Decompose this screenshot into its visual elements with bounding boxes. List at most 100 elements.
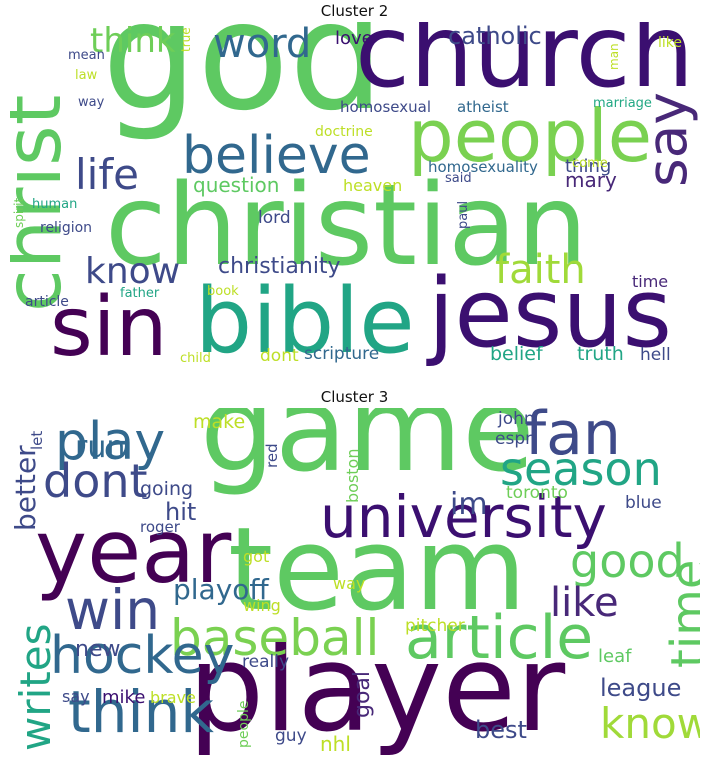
cloud-word: brave bbox=[150, 688, 196, 707]
cloud-word: hit bbox=[165, 498, 197, 526]
cloud-word: jesus bbox=[428, 259, 673, 369]
cloud-word: know bbox=[85, 251, 181, 292]
cloud-word: baseball bbox=[170, 609, 380, 667]
cloud-word: better bbox=[10, 445, 42, 531]
cloud-word: religion bbox=[40, 220, 93, 236]
cloud-word: man bbox=[607, 43, 621, 70]
cloud-word: christianity bbox=[218, 254, 341, 279]
cloud-word: new bbox=[75, 637, 121, 662]
cloud-word: time bbox=[661, 559, 700, 668]
cloud-word: make bbox=[193, 411, 246, 433]
cloud-word: dont bbox=[43, 454, 148, 508]
cloud-word: mary bbox=[565, 168, 617, 192]
cloud-word: boston bbox=[343, 448, 362, 503]
cluster-3-title: Cluster 3 bbox=[320, 388, 389, 406]
cloud-word: writes bbox=[11, 623, 60, 751]
cloud-word: come bbox=[572, 156, 608, 171]
cloud-word: life bbox=[75, 150, 139, 199]
cloud-word: hockey bbox=[50, 626, 235, 686]
cloud-word: win bbox=[65, 578, 161, 642]
cloud-word: say bbox=[62, 687, 90, 706]
cloud-word: book bbox=[207, 284, 239, 299]
cloud-word: team bbox=[228, 503, 527, 637]
cloud-word: marriage bbox=[593, 96, 652, 111]
cloud-word: wing bbox=[243, 596, 281, 615]
cloud-word: know bbox=[600, 699, 700, 748]
cloud-word: player bbox=[188, 620, 566, 758]
cloud-word: think bbox=[90, 22, 176, 61]
cloud-word: people bbox=[408, 94, 653, 178]
cloud-word: child bbox=[180, 351, 211, 366]
cloud-word: season bbox=[500, 442, 662, 496]
cloud-word: thing bbox=[565, 156, 612, 177]
cloud-word: true bbox=[179, 27, 193, 52]
cloud-word: homosexuality bbox=[428, 158, 538, 176]
cloud-word: think bbox=[68, 678, 214, 746]
cluster-3-wordcloud: game team player year university play fan seaso… bbox=[10, 408, 700, 758]
cloud-word: belief bbox=[490, 343, 543, 365]
cloud-word: atheist bbox=[457, 98, 509, 116]
cloud-word: dont bbox=[260, 346, 299, 366]
cloud-word: people bbox=[236, 700, 252, 748]
cloud-word: like bbox=[658, 35, 683, 51]
cloud-word: catholic bbox=[448, 22, 542, 50]
cloud-word: john bbox=[498, 409, 535, 429]
cloud-word: hell bbox=[640, 345, 671, 365]
cloud-word: christian bbox=[105, 161, 588, 291]
cloud-word: way bbox=[333, 574, 366, 593]
cloud-word: sin bbox=[50, 280, 168, 372]
cloud-word: doctrine bbox=[315, 124, 373, 140]
cloud-word: homosexual bbox=[340, 98, 431, 116]
cloud-word: leaf bbox=[598, 646, 632, 667]
cloud-word: goal bbox=[350, 670, 375, 718]
cloud-word: play bbox=[55, 412, 166, 472]
cloud-word: spirit bbox=[12, 197, 26, 228]
cloud-word: scripture bbox=[304, 344, 380, 364]
cloud-word: law bbox=[75, 68, 98, 83]
cloud-word: league bbox=[600, 674, 682, 702]
cloud-word: toronto bbox=[506, 483, 568, 503]
cloud-word: lord bbox=[258, 208, 291, 228]
cloud-word: mean bbox=[68, 48, 105, 63]
cloud-word: fan bbox=[525, 408, 621, 469]
cloud-word: blue bbox=[625, 493, 662, 513]
cloud-word: really bbox=[242, 652, 289, 672]
cloud-word: red bbox=[263, 443, 281, 468]
cloud-word: article bbox=[405, 603, 594, 673]
cloud-word: church bbox=[355, 22, 695, 110]
cloud-word: im bbox=[450, 487, 488, 522]
cloud-word: mike bbox=[102, 687, 146, 708]
cloud-word: nhl bbox=[320, 732, 351, 756]
cloud-word: said bbox=[445, 171, 472, 186]
cloud-word: article bbox=[25, 294, 69, 310]
cloud-word: heaven bbox=[343, 176, 403, 195]
cloud-word: paul bbox=[456, 200, 471, 229]
cloud-word: love bbox=[335, 28, 373, 49]
cloud-word: good bbox=[570, 534, 685, 588]
cloud-word: word bbox=[213, 22, 312, 67]
cloud-word: like bbox=[550, 580, 619, 626]
cloud-word: god bbox=[102, 22, 385, 144]
cluster-2-title: Cluster 2 bbox=[320, 2, 389, 20]
cloud-word: going bbox=[140, 478, 194, 500]
cloud-word: university bbox=[320, 483, 607, 551]
cloud-word: roger bbox=[140, 518, 180, 536]
cloud-word: way bbox=[78, 95, 105, 110]
cloud-word: believe bbox=[182, 126, 371, 186]
cluster-2-wordcloud: god church christian jesus bible sin christ peo… bbox=[10, 22, 700, 372]
cloud-word: father bbox=[120, 286, 160, 301]
cloud-word: pitcher bbox=[405, 616, 465, 636]
cloud-word: let bbox=[28, 430, 46, 450]
cloud-word: guy bbox=[275, 726, 307, 746]
cloud-word: time bbox=[632, 272, 669, 291]
cloud-word: year bbox=[35, 500, 232, 603]
cloud-word: run bbox=[75, 430, 126, 465]
cloud-word: best bbox=[475, 716, 527, 744]
cloud-word: playoff bbox=[173, 573, 269, 606]
cloud-word: game bbox=[200, 408, 535, 498]
cloud-word: faith bbox=[495, 247, 586, 293]
cloud-word: human bbox=[32, 197, 78, 212]
cloud-word: question bbox=[193, 173, 280, 197]
cloud-word: truth bbox=[577, 343, 624, 365]
cloud-word: got bbox=[243, 547, 270, 566]
